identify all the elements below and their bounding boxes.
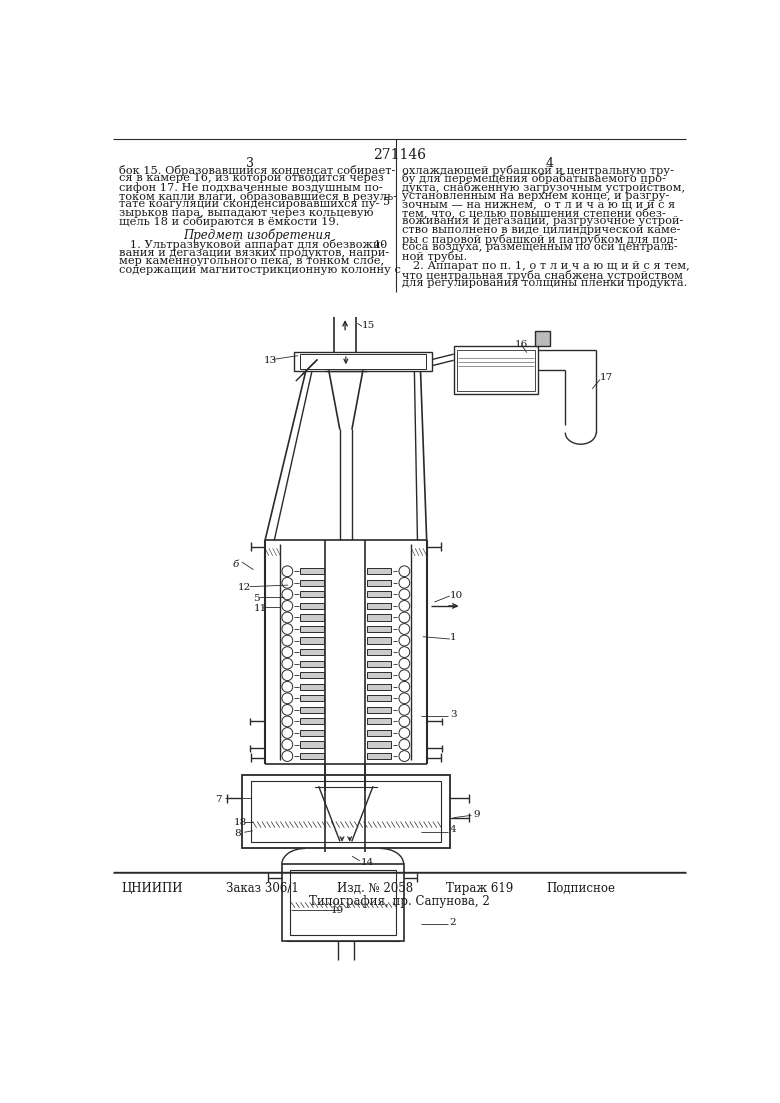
Text: током капли влаги, образовавшиеся в резуль-: током капли влаги, образовавшиеся в резу…	[119, 191, 397, 202]
Text: зочным — на нижнем,  о т л и ч а ю щ и й с я: зочным — на нижнем, о т л и ч а ю щ и й …	[402, 200, 675, 210]
Bar	[367, 649, 392, 655]
Text: 10: 10	[450, 590, 463, 600]
Text: мер каменноугольного пека, в тонком слое,: мер каменноугольного пека, в тонком слое…	[119, 256, 384, 266]
Bar	[367, 672, 392, 678]
Bar	[300, 707, 324, 713]
Text: 3: 3	[450, 710, 456, 719]
Text: 10: 10	[373, 240, 388, 250]
Bar	[367, 695, 392, 702]
Text: тате коагуляции сконденсировавшихся пу-: тате коагуляции сконденсировавшихся пу-	[119, 200, 379, 210]
Bar	[300, 684, 324, 689]
Bar	[300, 568, 324, 575]
Text: ся в камере 16, из которой отводится через: ся в камере 16, из которой отводится чер…	[119, 173, 384, 183]
Bar	[300, 354, 426, 368]
Text: б: б	[232, 559, 239, 569]
Bar	[294, 352, 432, 371]
Bar	[251, 781, 441, 843]
Text: Заказ 306/1: Заказ 306/1	[226, 882, 300, 896]
Text: 15: 15	[362, 321, 375, 330]
Text: 1: 1	[450, 633, 456, 642]
Text: щель 18 и собираются в ёмкости 19.: щель 18 и собираются в ёмкости 19.	[119, 216, 339, 227]
Bar	[300, 753, 324, 759]
Bar	[300, 638, 324, 644]
Bar	[300, 730, 324, 736]
Bar	[300, 695, 324, 702]
Bar	[367, 718, 392, 725]
Bar	[300, 718, 324, 725]
Text: 5: 5	[254, 595, 260, 603]
Text: 2. Аппарат по п. 1, о т л и ч а ю щ и й с я тем,: 2. Аппарат по п. 1, о т л и ч а ю щ и й …	[402, 261, 690, 271]
Bar	[367, 580, 392, 586]
Text: 271146: 271146	[374, 148, 426, 162]
Text: ной трубы.: ной трубы.	[402, 251, 467, 261]
Text: дукта, снабженную загрузочным устройством,: дукта, снабженную загрузочным устройство…	[402, 182, 685, 193]
Text: бу для перемещения обрабатываемого про-: бу для перемещения обрабатываемого про-	[402, 173, 666, 184]
Text: содержащий магнитострикционную колонну с: содержащий магнитострикционную колонну с	[119, 265, 401, 275]
Bar	[289, 870, 396, 934]
Text: Изд. № 2058: Изд. № 2058	[337, 882, 413, 896]
Text: Подписное: Подписное	[546, 882, 615, 896]
Text: Предмет изобретения: Предмет изобретения	[183, 229, 332, 243]
Text: 3: 3	[246, 157, 254, 170]
Bar	[300, 649, 324, 655]
Bar	[300, 672, 324, 678]
Text: что центральная труба снабжена устройством: что центральная труба снабжена устройств…	[402, 270, 683, 281]
Bar	[367, 684, 392, 689]
Text: 16: 16	[516, 340, 529, 350]
Bar	[300, 661, 324, 666]
Text: охлаждающей рубашкой и центральную тру-: охлаждающей рубашкой и центральную тру-	[402, 164, 674, 175]
Bar	[534, 331, 550, 346]
Bar	[367, 568, 392, 575]
Text: 12: 12	[238, 582, 251, 592]
Bar	[367, 614, 392, 621]
Bar	[367, 753, 392, 759]
Text: 9: 9	[473, 810, 480, 818]
Bar	[367, 730, 392, 736]
Text: 19: 19	[331, 907, 344, 915]
Bar	[300, 741, 324, 748]
Bar	[300, 580, 324, 586]
Text: 4: 4	[546, 157, 554, 170]
Text: воживания и дегазации, разгрузочное устрой-: воживания и дегазации, разгрузочное устр…	[402, 216, 683, 226]
Text: 7: 7	[215, 794, 222, 804]
Text: вания и дегазации вязких продуктов, напри-: вания и дегазации вязких продуктов, напр…	[119, 247, 389, 258]
Bar	[300, 625, 324, 632]
Text: ЦНИИПИ: ЦНИИПИ	[121, 882, 183, 896]
Text: 13: 13	[264, 355, 277, 365]
Text: 18: 18	[234, 817, 247, 826]
Text: 8: 8	[234, 829, 241, 838]
Bar	[367, 603, 392, 609]
Bar	[300, 591, 324, 598]
Text: 1. Ультразвуковой аппарат для обезвожи-: 1. Ультразвуковой аппарат для обезвожи-	[119, 239, 384, 250]
Bar	[367, 661, 392, 666]
Text: 11: 11	[254, 603, 267, 612]
Bar	[367, 741, 392, 748]
Text: 17: 17	[600, 374, 613, 383]
Text: зырьков пара, выпадают через кольцевую: зырьков пара, выпадают через кольцевую	[119, 207, 373, 217]
Text: установленным на верхнем конце, и разгру-: установленным на верхнем конце, и разгру…	[402, 191, 669, 201]
Bar	[454, 346, 538, 394]
Bar	[367, 591, 392, 598]
Text: 5: 5	[384, 197, 391, 207]
Bar	[300, 603, 324, 609]
Text: Типография, пр. Сапунова, 2: Типография, пр. Сапунова, 2	[310, 895, 490, 908]
Bar	[300, 614, 324, 621]
Bar	[367, 707, 392, 713]
Text: 4: 4	[450, 825, 456, 834]
Text: Тираж 619: Тираж 619	[446, 882, 513, 896]
Text: ство выполнено в виде цилиндрической каме-: ство выполнено в виде цилиндрической кам…	[402, 225, 681, 235]
Text: бок 15. Образовавшийся конденсат собирает-: бок 15. Образовавшийся конденсат собирае…	[119, 164, 395, 175]
Text: ры с паровой рубашкой и патрубком для под-: ры с паровой рубашкой и патрубком для по…	[402, 234, 678, 245]
Text: соса воздуха, размещенным по оси централь-: соса воздуха, размещенным по оси централ…	[402, 243, 678, 253]
Bar	[282, 864, 403, 941]
Bar	[367, 638, 392, 644]
Text: сифон 17. Не подхваченные воздушным по-: сифон 17. Не подхваченные воздушным по-	[119, 182, 382, 193]
Bar	[367, 625, 392, 632]
Text: тем, что, с целью повышения степени обез-: тем, что, с целью повышения степени обез…	[402, 207, 666, 218]
Text: 2: 2	[450, 918, 456, 927]
Text: 14: 14	[361, 858, 374, 867]
Text: для регулирования толщины пленки продукта.: для регулирования толщины пленки продукт…	[402, 278, 687, 288]
Bar	[457, 350, 535, 392]
Bar	[242, 775, 450, 848]
